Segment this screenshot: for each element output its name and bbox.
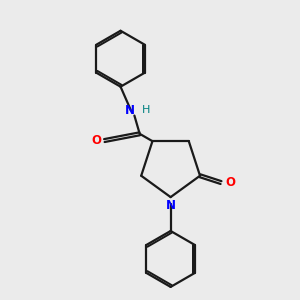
Text: O: O [225, 176, 236, 189]
Text: O: O [91, 134, 101, 147]
Text: H: H [142, 105, 150, 115]
Text: N: N [124, 104, 134, 117]
Text: N: N [166, 199, 176, 212]
